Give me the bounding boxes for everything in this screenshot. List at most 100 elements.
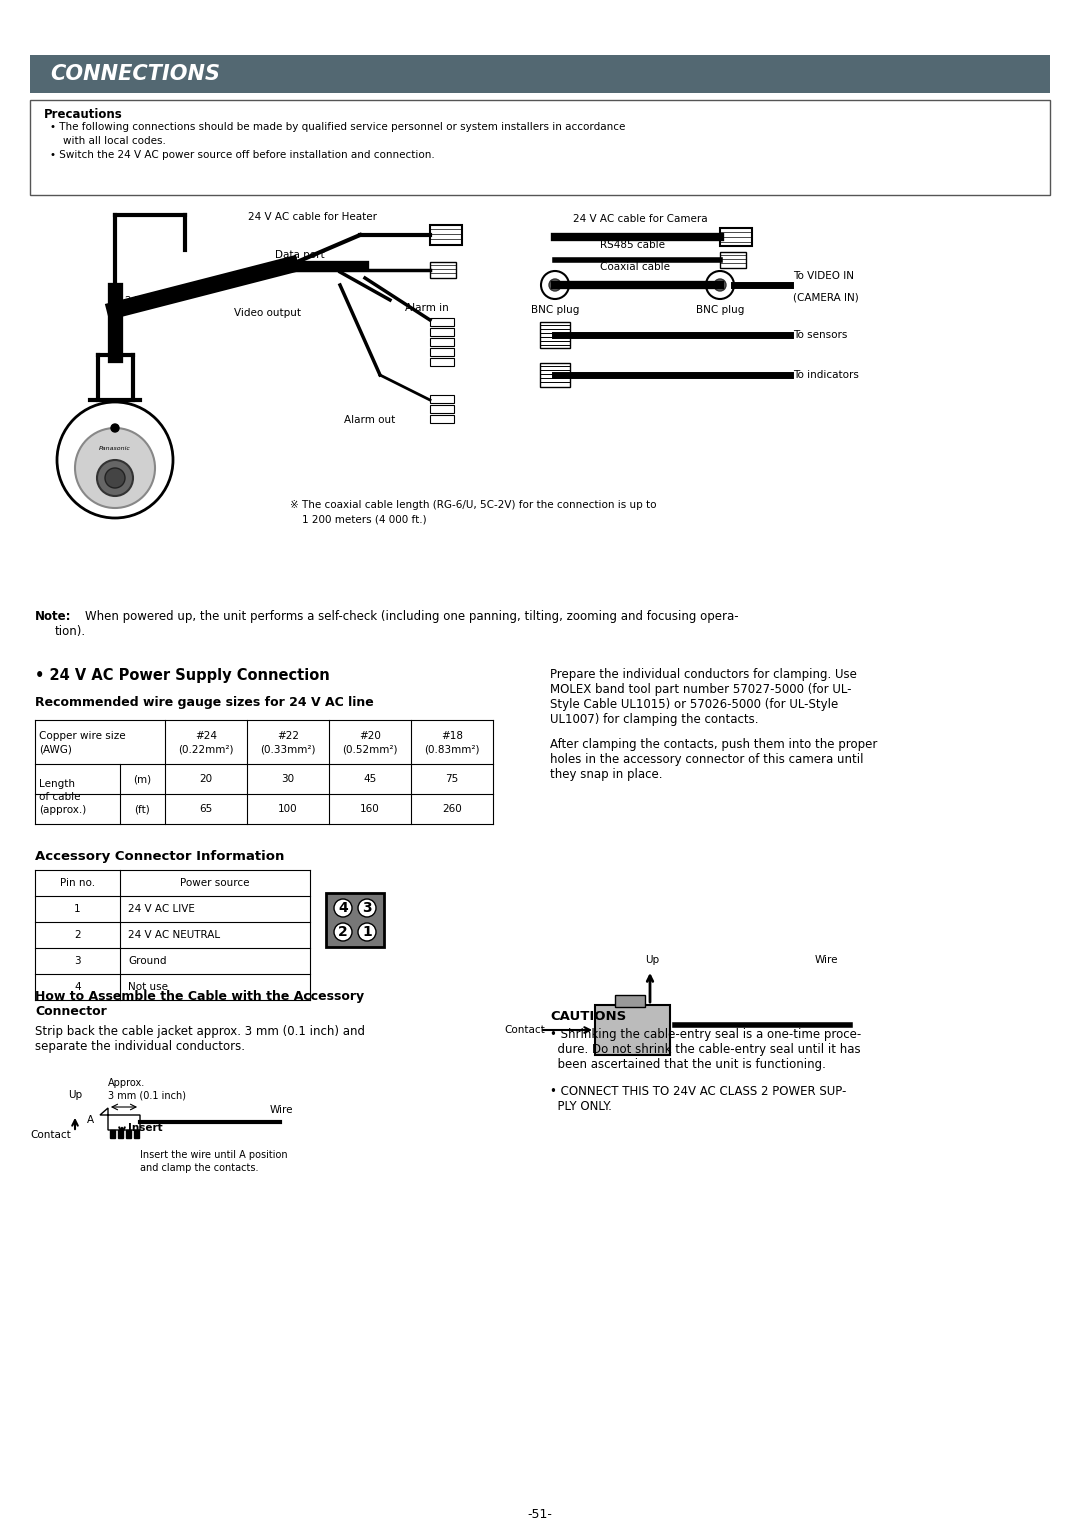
Text: Wire: Wire xyxy=(815,955,838,964)
Text: To indicators: To indicators xyxy=(793,369,859,380)
Text: (approx.): (approx.) xyxy=(39,806,86,815)
Text: To sensors: To sensors xyxy=(793,330,848,340)
Text: 45: 45 xyxy=(363,774,377,784)
Text: 24 V AC cable for Camera: 24 V AC cable for Camera xyxy=(572,214,707,224)
Text: Length: Length xyxy=(39,778,75,789)
FancyBboxPatch shape xyxy=(30,55,1050,93)
FancyBboxPatch shape xyxy=(110,1129,114,1138)
Text: holes in the accessory connector of this camera until: holes in the accessory connector of this… xyxy=(550,752,864,766)
Text: • Switch the 24 V AC power source off before installation and connection.: • Switch the 24 V AC power source off be… xyxy=(50,150,435,160)
Text: Ground: Ground xyxy=(129,955,166,966)
Circle shape xyxy=(714,279,726,291)
Text: tion).: tion). xyxy=(55,626,86,638)
Text: 1: 1 xyxy=(362,925,372,938)
Text: 24 V AC: 24 V AC xyxy=(125,296,166,307)
FancyBboxPatch shape xyxy=(540,363,570,388)
FancyBboxPatch shape xyxy=(615,995,645,1007)
Circle shape xyxy=(97,459,133,496)
Text: dure. Do not shrink the cable-entry seal until it has: dure. Do not shrink the cable-entry seal… xyxy=(550,1042,861,1056)
Text: Panasonic: Panasonic xyxy=(99,446,131,450)
FancyBboxPatch shape xyxy=(430,224,462,246)
Text: 24 V AC NEUTRAL: 24 V AC NEUTRAL xyxy=(129,929,220,940)
Text: Data port: Data port xyxy=(275,250,325,259)
Text: Pin no.: Pin no. xyxy=(59,877,95,888)
Text: 160: 160 xyxy=(360,804,380,813)
Circle shape xyxy=(75,427,156,508)
Text: 3: 3 xyxy=(362,900,372,916)
Circle shape xyxy=(111,424,119,432)
Text: Alarm in: Alarm in xyxy=(405,304,449,313)
Circle shape xyxy=(334,923,352,942)
Text: (0.52mm²): (0.52mm²) xyxy=(342,745,397,755)
Text: #18: #18 xyxy=(441,731,463,742)
FancyBboxPatch shape xyxy=(430,395,454,403)
Text: • The following connections should be made by qualified service personnel or sys: • The following connections should be ma… xyxy=(50,122,625,133)
Text: When powered up, the unit performs a self-check (including one panning, tilting,: When powered up, the unit performs a sel… xyxy=(85,610,739,623)
Text: ※ The coaxial cable length (RG-6/U, 5C-2V) for the connection is up to: ※ The coaxial cable length (RG-6/U, 5C-2… xyxy=(291,501,657,510)
Text: 100: 100 xyxy=(279,804,298,813)
Text: Video output: Video output xyxy=(234,308,301,317)
Text: 2: 2 xyxy=(338,925,348,938)
Text: with all local codes.: with all local codes. xyxy=(63,136,166,146)
Text: A: A xyxy=(86,1116,94,1125)
Text: Wire: Wire xyxy=(270,1105,294,1116)
Text: (ft): (ft) xyxy=(134,804,150,813)
Text: • Shrinking the cable-entry seal is a one-time proce-: • Shrinking the cable-entry seal is a on… xyxy=(550,1029,861,1041)
Text: PLY ONLY.: PLY ONLY. xyxy=(550,1100,612,1112)
Text: Contact: Contact xyxy=(504,1025,545,1035)
Text: CAUTIONS: CAUTIONS xyxy=(550,1010,626,1022)
Text: 2: 2 xyxy=(75,929,81,940)
Text: #24: #24 xyxy=(195,731,217,742)
Circle shape xyxy=(357,899,376,917)
Text: 4: 4 xyxy=(338,900,348,916)
Text: separate the individual conductors.: separate the individual conductors. xyxy=(35,1041,245,1053)
Text: 1 200 meters (4 000 ft.): 1 200 meters (4 000 ft.) xyxy=(302,514,427,523)
Text: Up: Up xyxy=(68,1090,82,1100)
FancyBboxPatch shape xyxy=(326,893,384,948)
Text: #22: #22 xyxy=(276,731,299,742)
Text: After clamping the contacts, push them into the proper: After clamping the contacts, push them i… xyxy=(550,739,877,751)
Text: Power source: Power source xyxy=(180,877,249,888)
Text: Note:: Note: xyxy=(35,610,71,623)
Text: Not use: Not use xyxy=(129,983,168,992)
Text: Copper wire size: Copper wire size xyxy=(39,731,125,742)
Text: and clamp the contacts.: and clamp the contacts. xyxy=(140,1163,258,1173)
FancyBboxPatch shape xyxy=(430,317,454,327)
Text: 1: 1 xyxy=(75,903,81,914)
Text: Style Cable UL1015) or 57026-5000 (for UL-Style: Style Cable UL1015) or 57026-5000 (for U… xyxy=(550,697,838,711)
Text: Insert: Insert xyxy=(129,1123,163,1132)
FancyBboxPatch shape xyxy=(126,1129,131,1138)
Text: 30: 30 xyxy=(282,774,295,784)
Text: Recommended wire gauge sizes for 24 V AC line: Recommended wire gauge sizes for 24 V AC… xyxy=(35,696,374,710)
Text: Precautions: Precautions xyxy=(44,108,123,121)
Circle shape xyxy=(549,279,561,291)
Text: 3 mm (0.1 inch): 3 mm (0.1 inch) xyxy=(108,1090,186,1100)
Text: • 24 V AC Power Supply Connection: • 24 V AC Power Supply Connection xyxy=(35,668,329,684)
Text: MOLEX band tool part number 57027-5000 (for UL-: MOLEX band tool part number 57027-5000 (… xyxy=(550,684,851,696)
Text: Coaxial cable: Coaxial cable xyxy=(600,262,670,272)
FancyBboxPatch shape xyxy=(720,227,752,246)
Text: Alarm out: Alarm out xyxy=(345,415,395,426)
Text: Up: Up xyxy=(645,955,659,964)
Text: (0.33mm²): (0.33mm²) xyxy=(260,745,315,755)
FancyBboxPatch shape xyxy=(430,262,456,278)
FancyBboxPatch shape xyxy=(720,252,746,269)
Text: (0.22mm²): (0.22mm²) xyxy=(178,745,233,755)
Circle shape xyxy=(57,401,173,517)
Text: 24 V AC LIVE: 24 V AC LIVE xyxy=(129,903,194,914)
Text: To VIDEO IN: To VIDEO IN xyxy=(793,272,854,281)
Text: #20: #20 xyxy=(359,731,381,742)
Circle shape xyxy=(334,899,352,917)
Text: they snap in place.: they snap in place. xyxy=(550,768,662,781)
FancyBboxPatch shape xyxy=(430,404,454,414)
Text: been ascertained that the unit is functioning.: been ascertained that the unit is functi… xyxy=(550,1058,826,1071)
Text: Insert the wire until A position: Insert the wire until A position xyxy=(140,1151,287,1160)
Text: 3: 3 xyxy=(75,955,81,966)
Text: • CONNECT THIS TO 24V AC CLASS 2 POWER SUP-: • CONNECT THIS TO 24V AC CLASS 2 POWER S… xyxy=(550,1085,847,1099)
FancyBboxPatch shape xyxy=(134,1129,139,1138)
Text: (0.83mm²): (0.83mm²) xyxy=(424,745,480,755)
Text: Strip back the cable jacket approx. 3 mm (0.1 inch) and: Strip back the cable jacket approx. 3 mm… xyxy=(35,1025,365,1038)
Text: (CAMERA IN): (CAMERA IN) xyxy=(793,291,859,302)
Circle shape xyxy=(706,272,734,299)
Text: of cable: of cable xyxy=(39,792,81,803)
